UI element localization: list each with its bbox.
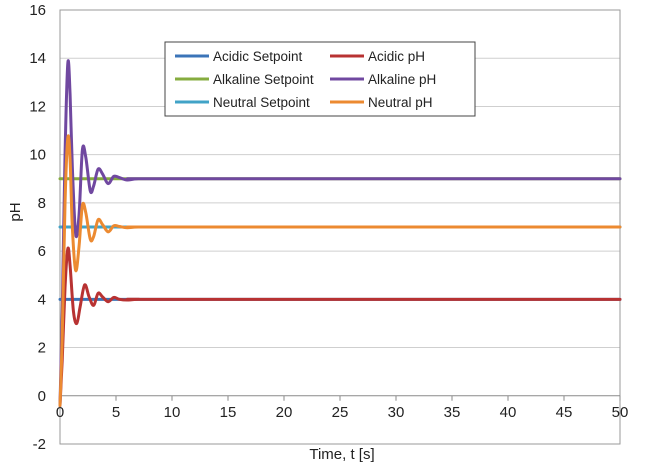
x-tick-label: 35 <box>444 404 461 421</box>
y-tick-label: 0 <box>38 388 46 405</box>
series-lines <box>58 59 622 407</box>
x-tick-label: 50 <box>612 404 629 421</box>
series-line-alkaline-ph <box>58 59 622 407</box>
x-tick-label: 40 <box>500 404 517 421</box>
legend-label: Alkaline Setpoint <box>213 72 314 87</box>
y-tick-label: 10 <box>29 147 46 164</box>
y-tick-label: 12 <box>29 98 46 115</box>
x-tick-label: 45 <box>556 404 573 421</box>
y-tick-label: 8 <box>38 195 46 212</box>
y-tick-label: 6 <box>38 243 46 260</box>
y-tick-label: 4 <box>38 291 46 308</box>
y-tick-label: 16 <box>29 2 46 19</box>
y-axis-title: pH <box>7 202 24 221</box>
y-tick-label: -2 <box>33 436 46 453</box>
y-tick-label: 2 <box>38 340 46 357</box>
x-tick-label: 10 <box>164 404 181 421</box>
y-tick-label: 14 <box>29 50 46 67</box>
series-line-neutral-ph <box>58 134 622 407</box>
legend-box <box>164 41 476 117</box>
legend-label: Neutral Setpoint <box>213 95 310 110</box>
x-tick-label: 30 <box>388 404 405 421</box>
x-tick-label: 20 <box>276 404 293 421</box>
x-tick-label: 25 <box>332 404 349 421</box>
legend-label: Acidic Setpoint <box>213 49 303 64</box>
legend-label: Acidic pH <box>368 49 425 64</box>
legend-label: Neutral pH <box>368 95 433 110</box>
series-line-acidic-ph <box>58 246 622 407</box>
x-tick-label: 0 <box>56 404 64 421</box>
legend-label: Alkaline pH <box>368 72 436 87</box>
x-axis-title: Time, t [s] <box>309 446 374 463</box>
x-tick-label: 5 <box>112 404 120 421</box>
tick-labels: -2 0 2 4 6 8 10 12 14 16 0 5 10 15 20 25 30 35 40 45 50 <box>29 2 628 453</box>
x-tick-label: 15 <box>220 404 237 421</box>
legend: Acidic Setpoint Acidic pH Alkaline Setpoin… <box>164 41 476 117</box>
